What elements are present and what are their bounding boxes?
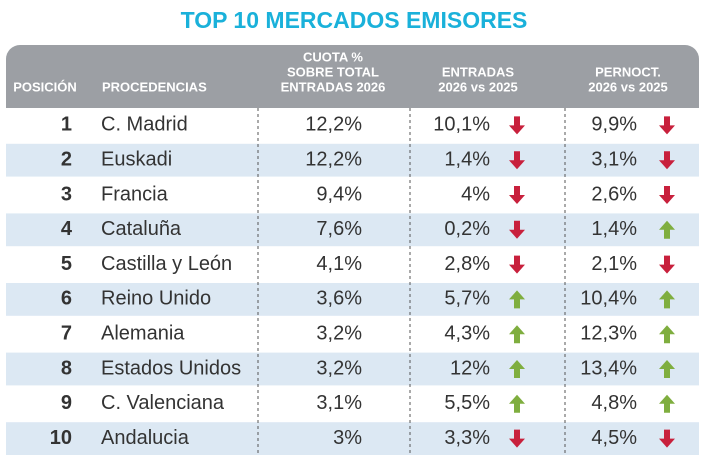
column-header: 2026 vs 2025 <box>588 79 668 94</box>
arrow-down <box>659 116 675 135</box>
entradas: 0,2% <box>444 218 490 240</box>
row-bg <box>6 143 699 177</box>
pernoct: 1,4% <box>591 218 637 240</box>
arrow-down <box>659 151 675 170</box>
arrow-down <box>509 151 525 170</box>
column-header: PERNOCT. <box>595 64 661 79</box>
arrow-down <box>659 429 675 448</box>
entradas: 4,3% <box>444 322 490 344</box>
arrow-up <box>509 290 525 309</box>
column-header: 2026 vs 2025 <box>438 79 518 94</box>
entradas: 3,3% <box>444 427 490 449</box>
cuota: 9,4% <box>316 183 362 205</box>
entradas: 2,8% <box>444 253 490 275</box>
arrow-down <box>509 186 525 204</box>
pernoct: 2,1% <box>591 253 637 275</box>
entradas: 1,4% <box>444 148 490 170</box>
pernoct: 12,3% <box>580 322 637 344</box>
pernoct: 4,8% <box>591 392 637 414</box>
arrow-up <box>659 290 675 309</box>
name: Andalucia <box>101 427 190 449</box>
title: TOP 10 MERCADOS EMISORES <box>181 7 528 33</box>
arrow-up <box>659 394 675 413</box>
position: 7 <box>61 322 72 344</box>
arrow-up <box>509 325 525 344</box>
cuota: 3% <box>333 427 362 449</box>
arrow-up <box>659 360 675 378</box>
position: 5 <box>61 253 72 275</box>
position: 6 <box>61 288 72 310</box>
position: 3 <box>61 183 72 205</box>
cuota: 7,6% <box>316 218 362 240</box>
position: 1 <box>61 114 72 136</box>
column-header: SOBRE TOTAL <box>287 64 379 79</box>
row-bg <box>6 352 699 386</box>
arrow-down <box>509 220 525 239</box>
column-header: ENTRADAS 2026 <box>281 79 386 94</box>
pernoct: 10,4% <box>580 288 637 310</box>
column-header: PROCEDENCIAS <box>102 79 207 94</box>
position: 8 <box>61 357 72 379</box>
pernoct: 9,9% <box>591 114 637 136</box>
cuota: 3,1% <box>316 392 362 414</box>
pernoct: 4,5% <box>591 427 637 449</box>
row-bg <box>6 422 699 455</box>
cuota: 3,2% <box>316 357 362 379</box>
entradas: 12% <box>450 357 490 379</box>
name: Francia <box>101 183 169 205</box>
row-bg <box>6 283 699 316</box>
entradas: 5,5% <box>444 392 490 414</box>
column-header: POSICIÓN <box>13 79 77 94</box>
pernoct: 3,1% <box>591 148 637 170</box>
arrow-up <box>659 220 675 239</box>
cuota: 12,2% <box>305 114 362 136</box>
arrow-up <box>659 325 675 344</box>
entradas: 10,1% <box>433 114 490 136</box>
entradas: 5,7% <box>444 288 490 310</box>
name: Euskadi <box>101 148 172 170</box>
cuota: 4,1% <box>316 253 362 275</box>
pernoct: 13,4% <box>580 357 637 379</box>
name: Reino Unido <box>101 288 211 310</box>
arrow-down <box>659 255 675 274</box>
arrow-up <box>509 360 525 378</box>
cuota: 3,6% <box>316 288 362 310</box>
name: C. Valenciana <box>101 392 225 414</box>
position: 9 <box>61 392 72 414</box>
arrow-down <box>509 429 525 448</box>
arrow-up <box>509 394 525 413</box>
header-bg <box>6 80 699 108</box>
entradas: 4% <box>461 183 490 205</box>
arrow-down <box>509 116 525 135</box>
row-bg <box>6 213 699 247</box>
pernoct: 2,6% <box>591 183 637 205</box>
arrow-down <box>659 186 675 204</box>
name: Estados Unidos <box>101 357 241 379</box>
column-header: ENTRADAS <box>442 64 515 79</box>
name: Cataluña <box>101 218 182 240</box>
column-header: CUOTA % <box>303 49 363 64</box>
position: 2 <box>61 148 72 170</box>
position: 10 <box>50 427 72 449</box>
name: Alemania <box>101 322 185 344</box>
cuota: 12,2% <box>305 148 362 170</box>
position: 4 <box>61 218 73 240</box>
arrow-down <box>509 255 525 274</box>
name: Castilla y León <box>101 253 232 275</box>
cuota: 3,2% <box>316 322 362 344</box>
name: C. Madrid <box>101 114 188 136</box>
